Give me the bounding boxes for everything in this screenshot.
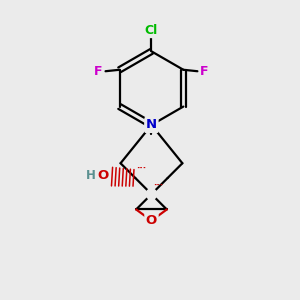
Text: O: O [97, 169, 109, 182]
Text: ···: ··· [153, 182, 163, 191]
Text: Cl: Cl [145, 24, 158, 37]
Text: N: N [146, 118, 157, 131]
Text: ···: ··· [136, 165, 147, 174]
Text: F: F [94, 65, 103, 78]
Circle shape [145, 118, 158, 131]
Text: O: O [146, 214, 157, 227]
Text: H: H [86, 169, 96, 182]
Circle shape [146, 189, 157, 200]
Text: F: F [200, 65, 209, 78]
